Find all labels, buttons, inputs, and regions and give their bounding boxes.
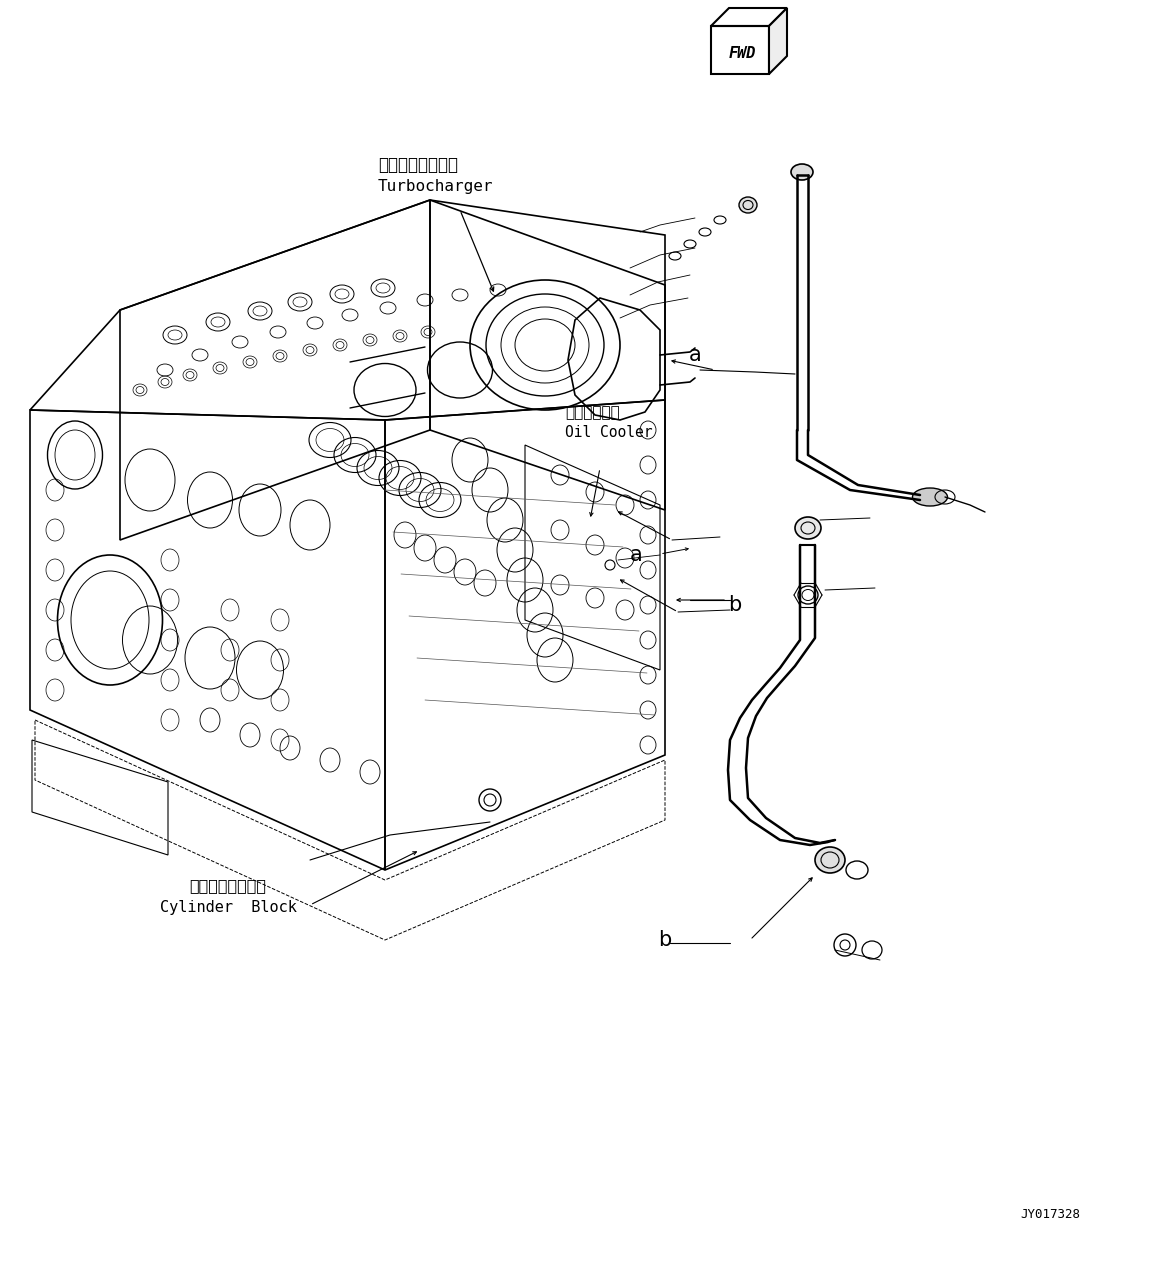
Ellipse shape (815, 847, 846, 873)
Text: a: a (629, 545, 642, 565)
Ellipse shape (739, 197, 757, 213)
Text: b: b (728, 595, 742, 615)
Text: シリンダブロック: シリンダブロック (190, 878, 266, 893)
Text: Oil Cooler: Oil Cooler (565, 425, 652, 440)
Text: a: a (688, 346, 701, 364)
Text: b: b (658, 931, 671, 950)
Ellipse shape (913, 488, 948, 506)
Ellipse shape (791, 164, 813, 180)
Ellipse shape (795, 517, 821, 538)
Polygon shape (769, 8, 787, 74)
Text: FWD: FWD (728, 45, 756, 61)
Text: JY017328: JY017328 (1020, 1208, 1080, 1222)
Text: ターボチャージャ: ターボチャージャ (378, 156, 458, 174)
Text: Turbocharger: Turbocharger (378, 179, 493, 194)
Text: Cylinder  Block: Cylinder Block (159, 900, 297, 915)
Text: オイルクーラ: オイルクーラ (565, 405, 620, 420)
